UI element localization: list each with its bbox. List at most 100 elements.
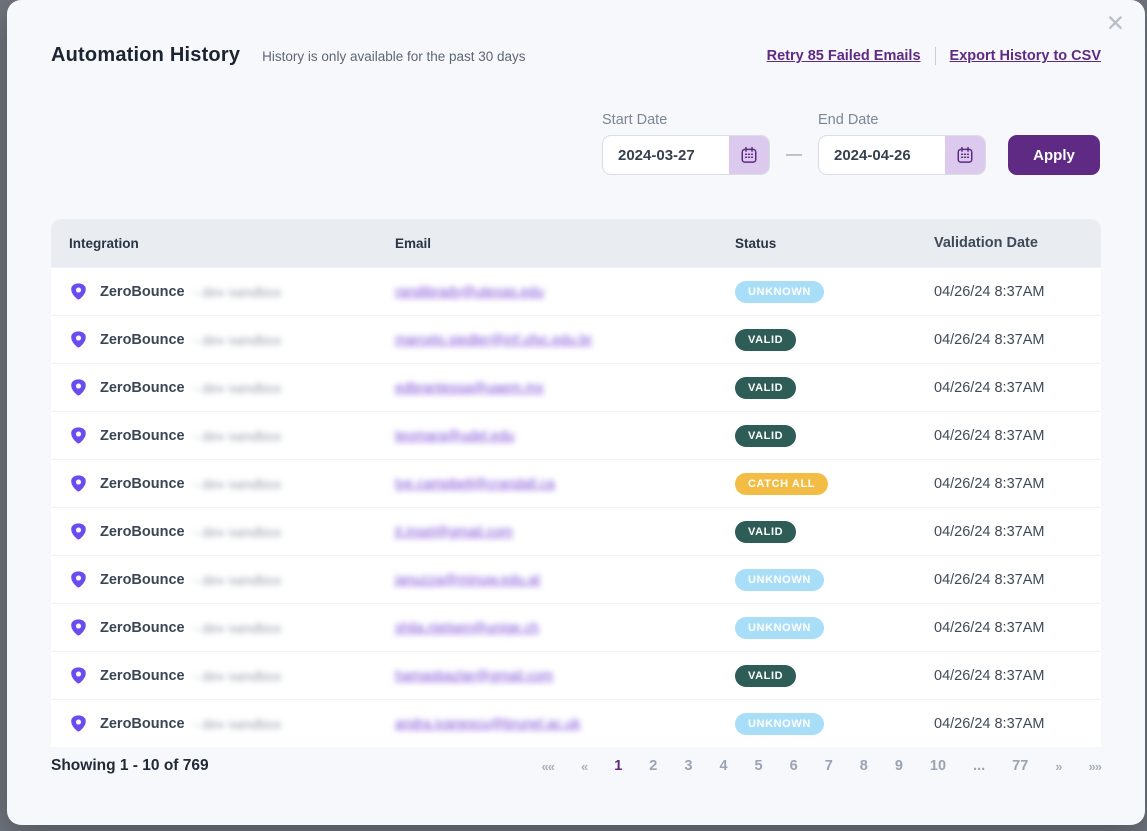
pagination-item-3[interactable]: 3 bbox=[684, 758, 693, 774]
results-summary: Showing 1 - 10 of 769 bbox=[51, 757, 209, 774]
email-link[interactable]: jt.insel@gmail.com bbox=[395, 522, 513, 539]
subtitle: History is only available for the past 3… bbox=[262, 49, 526, 64]
table-row: ZeroBounce - dev sandbox andra.ivanescu@… bbox=[51, 699, 1101, 747]
retry-failed-link[interactable]: Retry 85 Failed Emails bbox=[766, 48, 921, 64]
status-badge: UNKNOWN bbox=[735, 568, 824, 591]
zerobounce-shield-icon bbox=[69, 618, 88, 637]
zerobounce-shield-icon bbox=[69, 330, 88, 349]
status-badge: VALID bbox=[735, 664, 797, 687]
email-link[interactable]: randibrady@utexas.edu bbox=[395, 282, 544, 299]
start-date-calendar-button[interactable] bbox=[729, 136, 769, 174]
column-header-email: Email bbox=[395, 235, 432, 251]
apply-button[interactable]: Apply bbox=[1008, 135, 1100, 175]
integration-name: ZeroBounce bbox=[100, 571, 185, 588]
status-badge: VALID bbox=[735, 328, 797, 351]
zerobounce-shield-icon bbox=[69, 570, 88, 589]
integration-note: - dev sandbox bbox=[193, 523, 282, 540]
pagination-item-«[interactable]: « bbox=[580, 758, 588, 774]
validation-date: 04/26/24 8:37AM bbox=[934, 523, 1045, 540]
pagination-item-1[interactable]: 1 bbox=[614, 758, 623, 774]
calendar-icon bbox=[957, 146, 973, 163]
column-header-status: Status bbox=[735, 235, 777, 251]
integration-note: - dev sandbox bbox=[193, 571, 282, 588]
date-range-separator: — bbox=[786, 146, 802, 163]
start-date-label: Start Date bbox=[602, 112, 668, 128]
table-row: ZeroBounce - dev sandbox lye.campbell@cr… bbox=[51, 459, 1101, 507]
start-date-field: Start Date bbox=[602, 112, 770, 175]
table-row: ZeroBounce - dev sandbox jt.insel@gmail.… bbox=[51, 507, 1101, 555]
pagination-item-4[interactable]: 4 bbox=[719, 758, 728, 774]
integration-note: - dev sandbox bbox=[193, 331, 282, 348]
integration-name: ZeroBounce bbox=[100, 379, 185, 396]
pagination-item-««[interactable]: «« bbox=[541, 758, 556, 774]
integration-note: - dev sandbox bbox=[193, 379, 282, 396]
close-icon[interactable]: ✕ bbox=[1105, 10, 1125, 36]
history-table: Integration Email Status Validation Date… bbox=[51, 219, 1101, 747]
pagination-item-77[interactable]: 77 bbox=[1012, 758, 1029, 774]
export-csv-link[interactable]: Export History to CSV bbox=[949, 48, 1101, 64]
start-date-input[interactable] bbox=[603, 136, 729, 174]
integration-note: - dev sandbox bbox=[193, 475, 282, 492]
integration-name: ZeroBounce bbox=[100, 523, 185, 540]
integration-note: - dev sandbox bbox=[193, 283, 282, 300]
validation-date: 04/26/24 8:37AM bbox=[934, 475, 1045, 492]
table-row: ZeroBounce - dev sandbox randibrady@utex… bbox=[51, 267, 1101, 315]
end-date-field: End Date bbox=[818, 112, 986, 175]
pagination-item-5[interactable]: 5 bbox=[754, 758, 763, 774]
integration-name: ZeroBounce bbox=[100, 427, 185, 444]
header-actions: Retry 85 Failed Emails Export History to… bbox=[767, 47, 1101, 65]
table-header: Integration Email Status Validation Date bbox=[51, 219, 1101, 267]
zerobounce-shield-icon bbox=[69, 522, 88, 541]
table-footer: Showing 1 - 10 of 769 «« «1 2 3 4 5 6 7 8 9 10... 7… bbox=[51, 757, 1103, 775]
status-badge: VALID bbox=[735, 520, 797, 543]
integration-name: ZeroBounce bbox=[100, 667, 185, 684]
status-badge: UNKNOWN bbox=[735, 712, 824, 735]
table-row: ZeroBounce - dev sandbox marcelo.siedler… bbox=[51, 315, 1101, 363]
table-row: ZeroBounce - dev sandbox edbrantessa@uae… bbox=[51, 363, 1101, 411]
zerobounce-shield-icon bbox=[69, 282, 88, 301]
integration-name: ZeroBounce bbox=[100, 283, 185, 300]
email-link[interactable]: edbrantessa@uaem.mx bbox=[395, 378, 544, 395]
status-badge: CATCH ALL bbox=[735, 472, 829, 495]
integration-name: ZeroBounce bbox=[100, 331, 185, 348]
integration-note: - dev sandbox bbox=[193, 619, 282, 636]
end-date-label: End Date bbox=[818, 112, 879, 128]
validation-date: 04/26/24 8:37AM bbox=[934, 667, 1045, 684]
status-badge: VALID bbox=[735, 376, 797, 399]
email-link[interactable]: lye.campbell@crandall.ca bbox=[395, 474, 555, 491]
email-link[interactable]: hamasbazlar@gmail.com bbox=[395, 666, 554, 683]
pagination-item-...[interactable]: ... bbox=[973, 758, 986, 774]
page-title: Automation History bbox=[51, 44, 241, 66]
validation-date: 04/26/24 8:37AM bbox=[934, 283, 1045, 300]
column-header-validation-date: Validation Date bbox=[934, 235, 1038, 251]
email-link[interactable]: januzza@minuw.edu.at bbox=[395, 570, 540, 587]
integration-note: - dev sandbox bbox=[193, 427, 282, 444]
end-date-calendar-button[interactable] bbox=[945, 136, 985, 174]
pagination-item-6[interactable]: 6 bbox=[789, 758, 798, 774]
pagination-item-»»[interactable]: »» bbox=[1088, 758, 1103, 774]
column-header-integration: Integration bbox=[69, 235, 139, 251]
status-badge: VALID bbox=[735, 424, 797, 447]
validation-date: 04/26/24 8:37AM bbox=[934, 427, 1045, 444]
email-link[interactable]: andra.ivanescu@brunel.ac.uk bbox=[395, 714, 581, 731]
pagination-item-8[interactable]: 8 bbox=[859, 758, 868, 774]
pagination-item-»[interactable]: » bbox=[1055, 758, 1062, 774]
end-date-input[interactable] bbox=[819, 136, 945, 174]
pagination-item-10[interactable]: 10 bbox=[929, 758, 947, 774]
email-link[interactable]: teomara@udel.edu bbox=[395, 426, 515, 443]
integration-name: ZeroBounce bbox=[100, 715, 185, 732]
pagination-item-2[interactable]: 2 bbox=[649, 758, 658, 774]
validation-date: 04/26/24 8:37AM bbox=[934, 379, 1045, 396]
pagination-item-9[interactable]: 9 bbox=[894, 758, 903, 774]
table-row: ZeroBounce - dev sandbox januzza@minuw.e… bbox=[51, 555, 1101, 603]
email-link[interactable]: marcelo.siedler@inf.ufsc.edu.br bbox=[395, 330, 593, 347]
integration-note: - dev sandbox bbox=[193, 715, 282, 732]
automation-history-modal: ✕ Automation History History is only ava… bbox=[7, 0, 1145, 825]
zerobounce-shield-icon bbox=[69, 426, 88, 445]
zerobounce-shield-icon bbox=[69, 378, 88, 397]
table-row: ZeroBounce - dev sandbox shila.nielsen@u… bbox=[51, 603, 1101, 651]
email-link[interactable]: shila.nielsen@unige.ch bbox=[395, 618, 540, 635]
zerobounce-shield-icon bbox=[69, 666, 88, 685]
integration-note: - dev sandbox bbox=[193, 667, 282, 684]
pagination-item-7[interactable]: 7 bbox=[824, 758, 833, 774]
